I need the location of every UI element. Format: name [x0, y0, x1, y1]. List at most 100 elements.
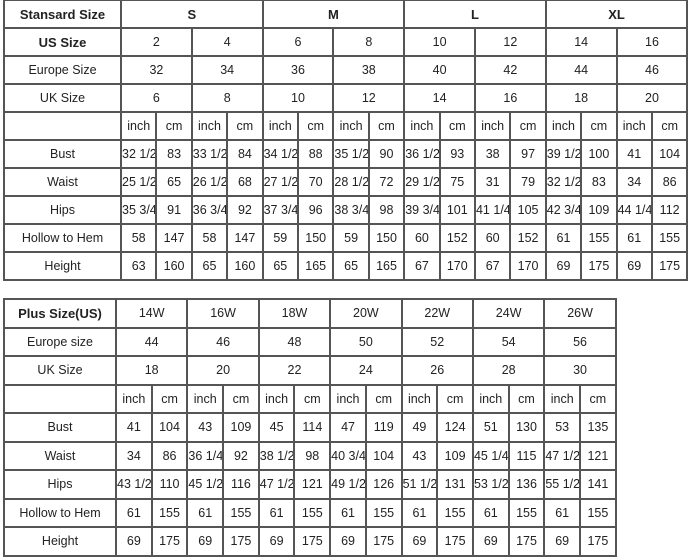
measurement-value: 61	[400, 497, 439, 528]
measurement-value: 175	[579, 526, 617, 557]
uk-size-value: 28	[471, 355, 546, 386]
europe-size-value: 52	[400, 326, 474, 357]
measurement-value: 152	[438, 223, 476, 253]
measurement-value: 55 1/2	[543, 469, 582, 500]
measurement-row: Hips 35 3/4 91 36 3/4 92 37 3/4 96 38 3/4 98 39 3…	[3, 195, 689, 225]
measurement-value: 61	[471, 497, 510, 528]
us-size-value: 8	[332, 27, 406, 57]
measurement-value: 58	[119, 223, 158, 253]
europe-size-value: 56	[543, 326, 617, 357]
measurement-value: 130	[507, 412, 546, 443]
measurement-value: 29 1/2	[403, 167, 441, 197]
measurement-value: 34	[615, 167, 653, 197]
measurement-value: 42 3/4	[544, 195, 583, 225]
measurement-value: 115	[507, 440, 546, 471]
measurement-value: 97	[509, 139, 547, 169]
measurement-value: 155	[222, 497, 260, 528]
measurement-value: 59	[261, 223, 300, 253]
measurement-value: 147	[155, 223, 193, 253]
measurement-value: 43	[186, 412, 225, 443]
measurement-value: 69	[115, 526, 153, 557]
uk-size-value: 18	[114, 355, 189, 386]
measurement-label: Waist	[3, 440, 117, 471]
measurement-value: 34 1/2	[261, 139, 300, 169]
europe-size-row: Europe size 44 46 48 50 52 54 56	[3, 326, 617, 357]
measurement-value: 109	[436, 440, 474, 471]
measurement-value: 63	[119, 251, 158, 281]
unit-inch: inch	[257, 383, 296, 414]
measurement-value: 114	[293, 412, 332, 443]
measurement-value: 69	[186, 526, 225, 557]
measurement-label: Hollow to Hem	[3, 223, 122, 253]
measurement-value: 36 1/4	[186, 440, 225, 471]
measurement-row: Hollow to Hem 61 155 61 155 61 155 61 155 61 155 61…	[3, 497, 617, 528]
measurement-value: 155	[650, 223, 689, 253]
measurement-value: 33 1/2	[190, 139, 229, 169]
uk-size-value: 30	[543, 355, 617, 386]
unit-inch: inch	[543, 383, 582, 414]
measurement-row: Bust 32 1/2 83 33 1/2 84 34 1/2 88 35 1/2 90 36 1…	[3, 139, 689, 169]
measurement-value: 110	[150, 469, 189, 500]
units-row: inch cm inch cm inch cm inch cm inch cm inch cm inch…	[3, 383, 617, 414]
units-label-empty	[3, 383, 117, 414]
measurement-value: 28 1/2	[332, 167, 370, 197]
measurement-value: 49	[400, 412, 439, 443]
measurement-value: 45 1/4	[471, 440, 510, 471]
uk-size-row: UK Size 6 8 10 12 14 16 18 20	[3, 83, 689, 113]
measurement-value: 175	[364, 526, 403, 557]
measurement-value: 70	[296, 167, 335, 197]
measurement-value: 53 1/2	[471, 469, 510, 500]
unit-cm: cm	[296, 111, 335, 141]
measurement-value: 155	[364, 497, 403, 528]
measurement-value: 155	[150, 497, 189, 528]
europe-size-value: 32	[120, 55, 193, 85]
uk-size-value: 26	[400, 355, 474, 386]
unit-inch: inch	[400, 383, 439, 414]
measurement-value: 175	[150, 526, 189, 557]
measurement-value: 44 1/4	[615, 195, 653, 225]
measurement-value: 88	[296, 139, 335, 169]
measurement-value: 47 1/2	[257, 469, 296, 500]
measurement-value: 104	[150, 412, 189, 443]
measurement-value: 61	[615, 223, 653, 253]
measurement-value: 112	[650, 195, 689, 225]
measurement-label: Hips	[3, 469, 117, 500]
unit-inch: inch	[190, 111, 229, 141]
measurement-value: 75	[438, 167, 476, 197]
measurement-value: 61	[544, 223, 583, 253]
europe-size-row: Europe Size 32 34 36 38 40 42 44 46	[3, 55, 689, 85]
measurement-value: 69	[257, 526, 296, 557]
us-size-value: 16	[615, 27, 689, 57]
measurement-value: 41	[615, 139, 653, 169]
europe-size-value: 54	[471, 326, 546, 357]
europe-size-label: Europe Size	[3, 55, 122, 85]
measurement-value: 61	[115, 497, 153, 528]
size-group-header: L	[403, 0, 547, 29]
uk-size-row: UK Size 18 20 22 24 26 28 30	[3, 355, 617, 386]
measurement-value: 40 3/4	[329, 440, 367, 471]
measurement-value: 59	[332, 223, 370, 253]
plus-size-value: 14W	[114, 298, 189, 329]
uk-size-value: 18	[544, 83, 618, 113]
measurement-value: 121	[579, 440, 617, 471]
measurement-value: 53	[543, 412, 582, 443]
measurement-value: 39 1/2	[544, 139, 583, 169]
measurement-value: 165	[296, 251, 335, 281]
europe-size-value: 40	[403, 55, 476, 85]
unit-cm: cm	[580, 111, 618, 141]
plus-size-chart: Plus Size(US) 14W 16W 18W 20W 22W 24W 26W Europe…	[3, 298, 617, 557]
measurement-row: Height 63 160 65 160 65 165 65 165 67 170 67 170 69 17…	[3, 251, 689, 281]
unit-cm: cm	[293, 383, 332, 414]
measurement-value: 175	[222, 526, 260, 557]
measurement-value: 175	[507, 526, 546, 557]
measurement-value: 150	[296, 223, 335, 253]
measurement-value: 38	[473, 139, 512, 169]
measurement-value: 65	[261, 251, 300, 281]
size-group-header: M	[261, 0, 406, 29]
measurement-value: 61	[543, 497, 582, 528]
measurement-value: 69	[471, 526, 510, 557]
measurement-value: 141	[579, 469, 617, 500]
measurement-value: 86	[650, 167, 689, 197]
measurement-label: Hips	[3, 195, 122, 225]
measurement-label: Hollow to Hem	[3, 497, 117, 528]
